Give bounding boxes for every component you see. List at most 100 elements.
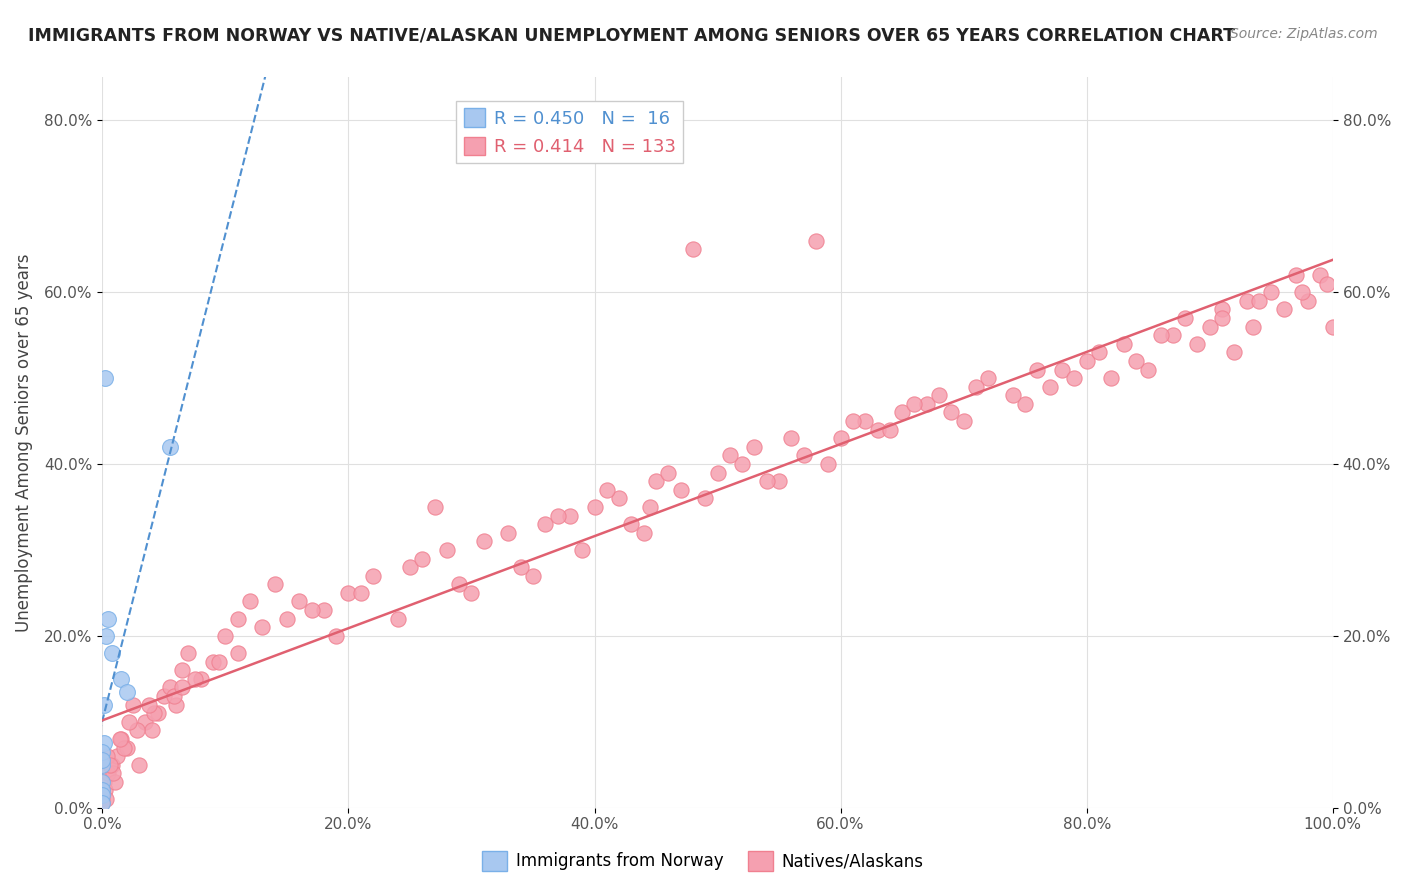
Natives/Alaskans [645, 474, 668, 488]
Natives/Alaskans [361, 568, 384, 582]
Natives/Alaskans [134, 714, 156, 729]
Natives/Alaskans [146, 706, 169, 721]
Natives/Alaskans [1099, 371, 1122, 385]
Natives/Alaskans [558, 508, 581, 523]
Legend: R = 0.450   N =  16, R = 0.414   N = 133: R = 0.450 N = 16, R = 0.414 N = 133 [457, 101, 683, 163]
Natives/Alaskans [94, 783, 117, 797]
Y-axis label: Unemployment Among Seniors over 65 years: Unemployment Among Seniors over 65 years [15, 253, 32, 632]
Natives/Alaskans [105, 749, 128, 764]
Natives/Alaskans [226, 612, 249, 626]
Natives/Alaskans [138, 698, 160, 712]
Natives/Alaskans [125, 723, 148, 738]
Natives/Alaskans [977, 371, 1000, 385]
Natives/Alaskans [891, 405, 914, 419]
Natives/Alaskans [301, 603, 323, 617]
Natives/Alaskans [1316, 277, 1339, 291]
Natives/Alaskans [1211, 310, 1233, 325]
Natives/Alaskans [695, 491, 717, 506]
Natives/Alaskans [1039, 380, 1062, 394]
Immigrants from Norway [94, 371, 117, 385]
Natives/Alaskans [312, 603, 335, 617]
Immigrants from Norway [91, 775, 114, 789]
Natives/Alaskans [1137, 362, 1160, 376]
Natives/Alaskans [172, 681, 194, 695]
Natives/Alaskans [239, 594, 262, 608]
Natives/Alaskans [91, 792, 114, 806]
Immigrants from Norway [91, 788, 114, 802]
Natives/Alaskans [1309, 268, 1331, 282]
Text: IMMIGRANTS FROM NORWAY VS NATIVE/ALASKAN UNEMPLOYMENT AMONG SENIORS OVER 65 YEAR: IMMIGRANTS FROM NORWAY VS NATIVE/ALASKAN… [28, 27, 1234, 45]
Natives/Alaskans [547, 508, 569, 523]
Immigrants from Norway [91, 797, 114, 811]
Natives/Alaskans [1211, 302, 1233, 317]
Natives/Alaskans [436, 543, 458, 558]
Natives/Alaskans [1026, 362, 1049, 376]
Natives/Alaskans [842, 414, 865, 428]
Natives/Alaskans [118, 714, 141, 729]
Natives/Alaskans [638, 500, 661, 514]
Natives/Alaskans [780, 431, 803, 445]
Natives/Alaskans [208, 655, 231, 669]
Natives/Alaskans [620, 517, 643, 532]
Natives/Alaskans [423, 500, 446, 514]
Natives/Alaskans [350, 586, 373, 600]
Natives/Alaskans [103, 766, 125, 780]
Natives/Alaskans [1236, 293, 1258, 308]
Natives/Alaskans [252, 620, 274, 634]
Natives/Alaskans [98, 757, 121, 772]
Natives/Alaskans [97, 766, 120, 780]
Immigrants from Norway [94, 629, 117, 643]
Natives/Alaskans [830, 431, 852, 445]
Natives/Alaskans [177, 646, 200, 660]
Natives/Alaskans [965, 380, 987, 394]
Natives/Alaskans [96, 749, 118, 764]
Immigrants from Norway [115, 684, 138, 698]
Natives/Alaskans [509, 560, 531, 574]
Natives/Alaskans [104, 775, 127, 789]
Natives/Alaskans [669, 483, 692, 497]
Natives/Alaskans [141, 723, 163, 738]
Natives/Alaskans [183, 672, 205, 686]
Natives/Alaskans [114, 740, 136, 755]
Natives/Alaskans [1322, 319, 1344, 334]
Natives/Alaskans [1149, 328, 1171, 343]
Natives/Alaskans [1174, 310, 1197, 325]
Natives/Alaskans [744, 440, 766, 454]
Immigrants from Norway [159, 440, 181, 454]
Natives/Alaskans [522, 568, 544, 582]
Natives/Alaskans [1088, 345, 1111, 359]
Natives/Alaskans [94, 792, 117, 806]
Natives/Alaskans [1272, 302, 1295, 317]
Natives/Alaskans [91, 797, 114, 811]
Natives/Alaskans [731, 457, 754, 471]
Natives/Alaskans [325, 629, 347, 643]
Natives/Alaskans [879, 423, 901, 437]
Immigrants from Norway [91, 753, 114, 767]
Natives/Alaskans [115, 740, 138, 755]
Natives/Alaskans [128, 757, 150, 772]
Natives/Alaskans [817, 457, 839, 471]
Natives/Alaskans [915, 397, 938, 411]
Natives/Alaskans [159, 681, 181, 695]
Natives/Alaskans [1285, 268, 1308, 282]
Natives/Alaskans [793, 449, 815, 463]
Immigrants from Norway [101, 646, 124, 660]
Immigrants from Norway [110, 672, 132, 686]
Natives/Alaskans [153, 689, 176, 703]
Immigrants from Norway [91, 745, 114, 759]
Natives/Alaskans [755, 474, 778, 488]
Natives/Alaskans [941, 405, 963, 419]
Natives/Alaskans [449, 577, 471, 591]
Natives/Alaskans [460, 586, 482, 600]
Natives/Alaskans [866, 423, 889, 437]
Natives/Alaskans [288, 594, 311, 608]
Natives/Alaskans [1014, 397, 1036, 411]
Natives/Alaskans [682, 242, 704, 256]
Natives/Alaskans [1296, 293, 1319, 308]
Natives/Alaskans [952, 414, 974, 428]
Natives/Alaskans [1063, 371, 1085, 385]
Natives/Alaskans [607, 491, 630, 506]
Natives/Alaskans [337, 586, 360, 600]
Natives/Alaskans [165, 698, 187, 712]
Natives/Alaskans [1291, 285, 1313, 300]
